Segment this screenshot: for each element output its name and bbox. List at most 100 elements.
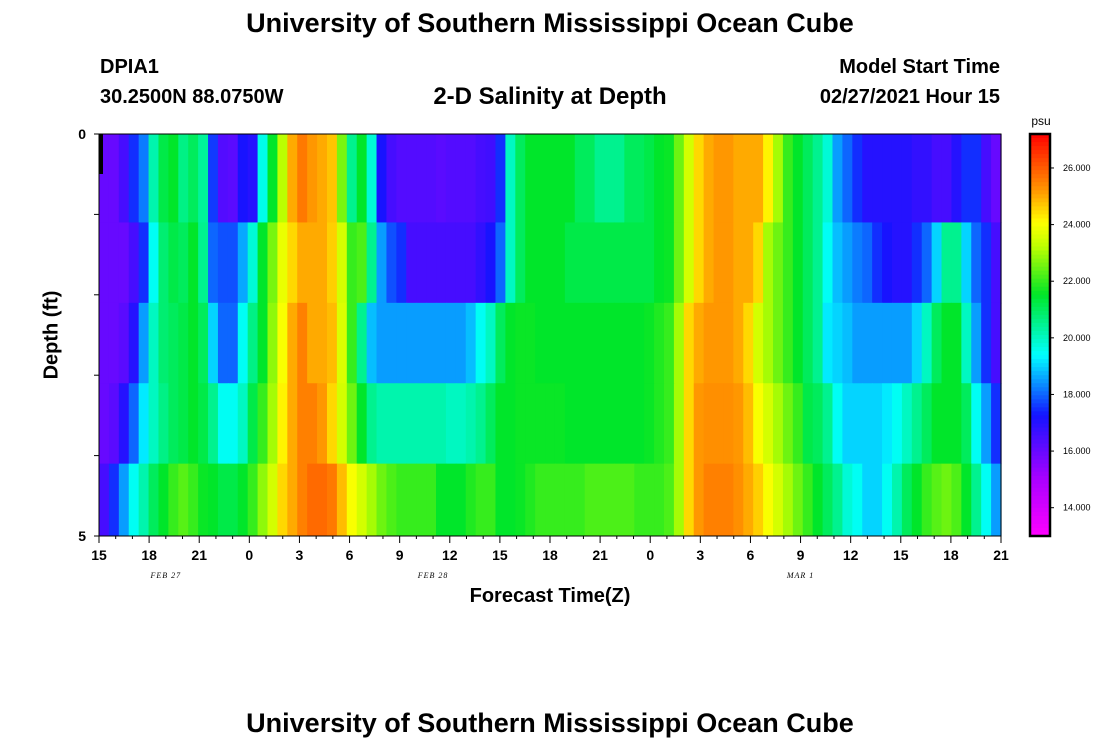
heatmap-cell bbox=[297, 383, 308, 465]
heatmap-cell bbox=[891, 463, 903, 537]
heatmap-cell bbox=[108, 222, 120, 304]
colorbar-unit: psu bbox=[1031, 114, 1050, 128]
heatmap-cell bbox=[991, 463, 1002, 537]
colorbar-swatch bbox=[1030, 206, 1050, 211]
heatmap-cell bbox=[693, 302, 705, 384]
heatmap-cell bbox=[654, 134, 665, 223]
heatmap-cell bbox=[802, 383, 814, 465]
heatmap-cell bbox=[971, 302, 982, 384]
heatmap-cell bbox=[812, 302, 824, 384]
colorbar-swatch bbox=[1030, 322, 1050, 328]
heatmap-cell bbox=[723, 222, 734, 304]
heatmap-cell bbox=[237, 463, 249, 537]
station-coordinates: 30.2500N 88.0750W bbox=[100, 86, 284, 108]
heatmap-cell bbox=[198, 222, 209, 304]
heatmap-cell bbox=[941, 463, 953, 537]
heatmap-cell bbox=[882, 383, 893, 465]
heatmap-cell bbox=[792, 222, 804, 304]
colorbar-swatch bbox=[1030, 451, 1050, 457]
heatmap-cell bbox=[753, 134, 764, 223]
heatmap-cell bbox=[743, 134, 754, 223]
heatmap-cell bbox=[515, 222, 526, 304]
heatmap-cell bbox=[545, 222, 556, 304]
heatmap-cell bbox=[168, 222, 179, 304]
colorbar-swatch bbox=[1030, 399, 1050, 404]
heatmap-cell bbox=[227, 222, 239, 304]
heatmap-cell bbox=[654, 302, 665, 384]
heatmap-cell bbox=[465, 463, 477, 537]
heatmap-cell bbox=[951, 463, 962, 537]
colorbar-swatch bbox=[1030, 310, 1050, 316]
colorbar-swatch bbox=[1030, 154, 1050, 159]
heatmap-cell bbox=[594, 222, 606, 304]
heatmap-cell bbox=[346, 383, 358, 465]
heatmap-cell bbox=[584, 222, 596, 304]
heatmap-cell bbox=[634, 383, 645, 465]
heatmap-cell bbox=[495, 383, 506, 465]
heatmap-cell bbox=[723, 302, 734, 384]
heatmap-cell bbox=[872, 134, 883, 223]
colorbar-swatch bbox=[1030, 499, 1050, 505]
heatmap-cell bbox=[614, 134, 625, 223]
heatmap-cell bbox=[138, 383, 150, 465]
heatmap-cell bbox=[465, 134, 477, 223]
heatmap-cell bbox=[317, 222, 328, 304]
colorbar-swatch bbox=[1030, 254, 1050, 260]
colorbar-swatch bbox=[1030, 491, 1050, 497]
heatmap-cell bbox=[188, 463, 199, 537]
heatmap-cell bbox=[217, 463, 229, 537]
heatmap-cell bbox=[455, 302, 467, 384]
heatmap-cell bbox=[208, 463, 219, 537]
heatmap-cell bbox=[644, 383, 655, 465]
heatmap-cell bbox=[981, 222, 992, 304]
heatmap-cell bbox=[297, 302, 308, 384]
heatmap-cell bbox=[584, 134, 596, 223]
heatmap-cell bbox=[118, 134, 130, 223]
heatmap-cell bbox=[743, 302, 754, 384]
heatmap-cell bbox=[455, 134, 467, 223]
heatmap-cell bbox=[901, 222, 913, 304]
heatmap-cell bbox=[545, 134, 556, 223]
heatmap-cell bbox=[971, 463, 982, 537]
colorbar-swatch bbox=[1030, 387, 1050, 392]
chart-title: 2-D Salinity at Depth bbox=[433, 83, 667, 110]
heatmap-cell bbox=[822, 134, 834, 223]
heatmap-cell bbox=[782, 134, 794, 223]
heatmap-cell bbox=[455, 383, 467, 465]
heatmap-cell bbox=[773, 222, 784, 304]
heatmap-cell bbox=[138, 134, 150, 223]
heatmap-cell bbox=[257, 222, 269, 304]
heatmap-cell bbox=[148, 302, 160, 384]
heatmap-cell bbox=[525, 302, 536, 384]
heatmap-cell bbox=[336, 383, 348, 465]
heatmap-cell bbox=[148, 463, 160, 537]
heatmap-cell bbox=[743, 463, 754, 537]
heatmap-cell bbox=[624, 222, 635, 304]
heatmap-cell bbox=[852, 463, 863, 537]
heatmap-cell bbox=[237, 383, 249, 465]
colorbar-swatch bbox=[1030, 314, 1050, 320]
colorbar-swatch bbox=[1030, 395, 1050, 400]
heatmap-cell bbox=[198, 463, 209, 537]
x-axis-label: Forecast Time(Z) bbox=[469, 585, 631, 607]
heatmap-cell bbox=[356, 222, 368, 304]
colorbar-swatch bbox=[1030, 379, 1050, 384]
heatmap-cell bbox=[733, 134, 744, 223]
heatmap-cell bbox=[723, 134, 734, 223]
heatmap-cell bbox=[485, 383, 497, 465]
heatmap-cell bbox=[872, 222, 883, 304]
colorbar-swatch bbox=[1030, 363, 1050, 368]
footer-title: University of Southern Mississippi Ocean… bbox=[246, 708, 854, 738]
colorbar-swatch bbox=[1030, 459, 1050, 465]
heatmap-cell bbox=[495, 463, 506, 537]
heatmap-cell bbox=[644, 302, 655, 384]
heatmap-cell bbox=[981, 463, 992, 537]
colorbar-swatch bbox=[1030, 182, 1050, 187]
heatmap-cell bbox=[237, 302, 249, 384]
x-tick-label: 12 bbox=[442, 547, 458, 563]
colorbar-swatch bbox=[1030, 190, 1050, 195]
heatmap-cell bbox=[475, 463, 487, 537]
heatmap-cell bbox=[782, 302, 794, 384]
heatmap-cell bbox=[594, 463, 606, 537]
heatmap-cell bbox=[277, 383, 288, 465]
